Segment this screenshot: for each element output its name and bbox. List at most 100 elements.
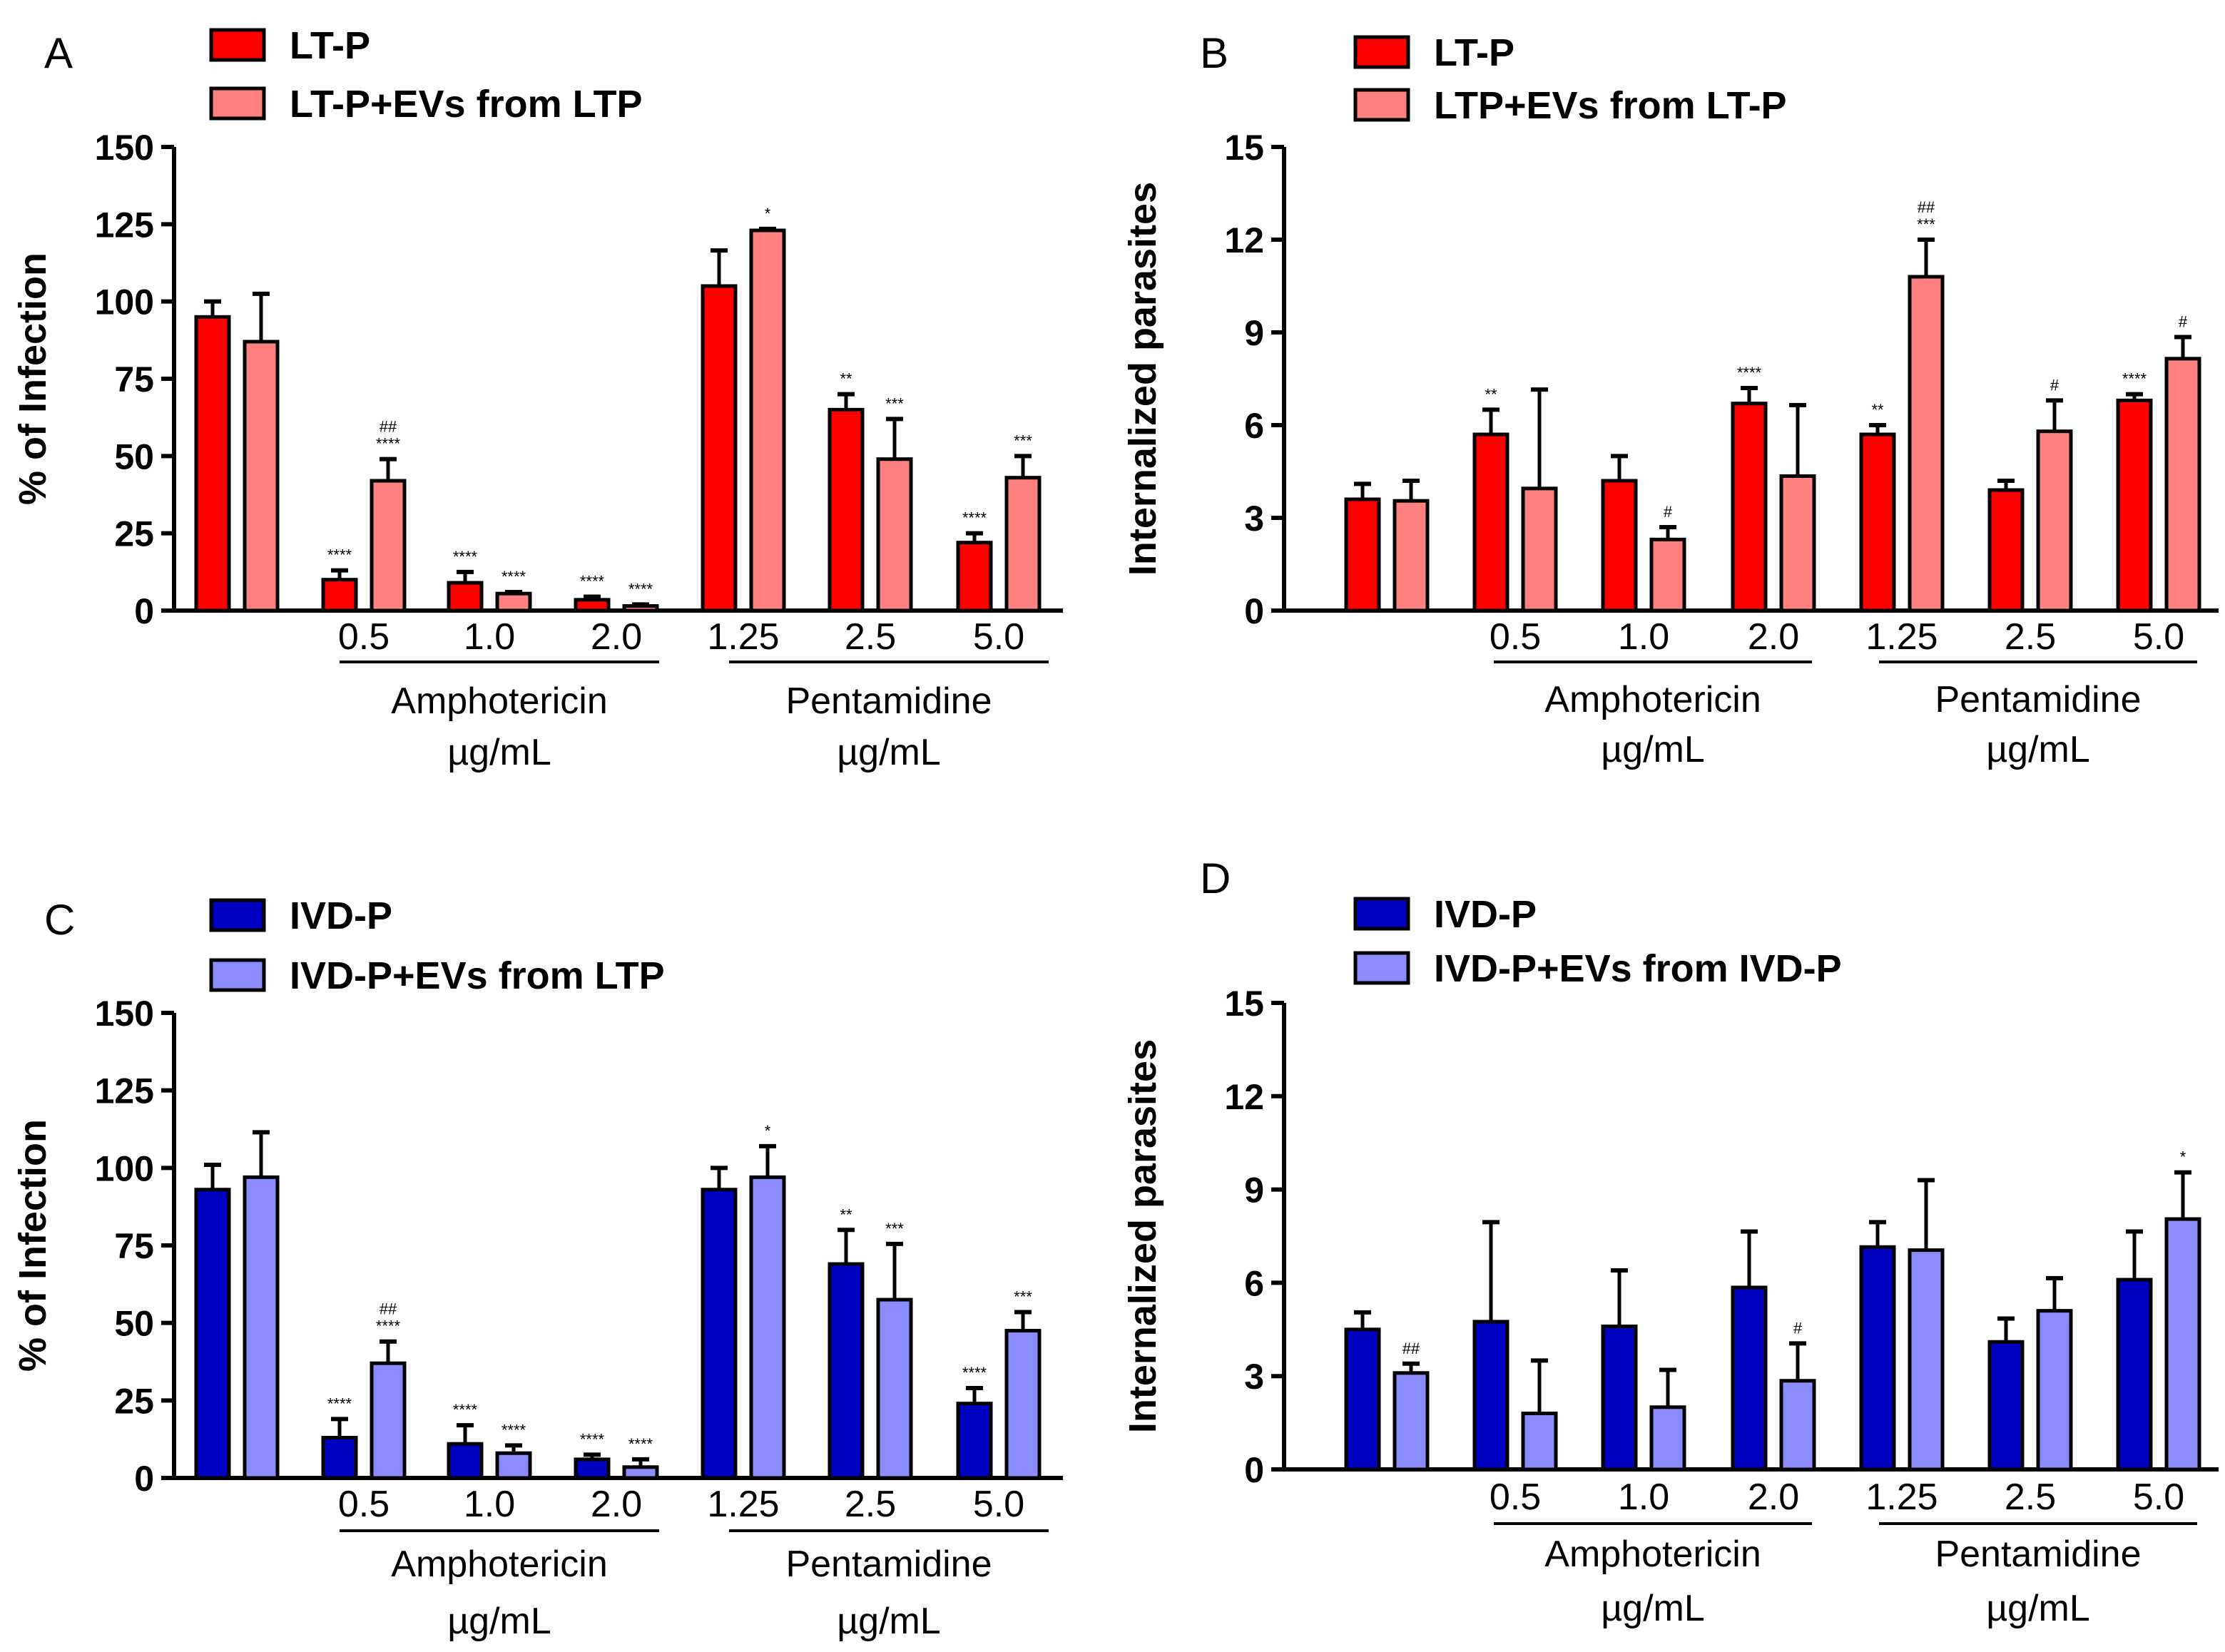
y-tick-label: 3 [1244,1357,1264,1397]
group-label: Pentamidine [1935,679,2141,720]
x-category-label: 2.5 [845,1484,896,1525]
bar [1004,476,1042,613]
x-category-label: 1.25 [1865,1477,1938,1518]
bar [1779,474,1816,613]
significance-label: **** [628,1435,653,1453]
x-category-label: 1.0 [464,616,515,658]
group-label: Pentamidine [785,680,992,722]
bar [243,340,280,613]
group-unit-label: µg/mL [837,1601,941,1642]
bar [1344,1327,1381,1472]
panel-letter: A [44,29,73,77]
significance-label: **** [501,568,526,586]
chart-panel-d: D IVD-P IVD-P+EVs from IVD-P 0 3 6 9 12 15 Intern… [1121,855,2219,1629]
bar [1731,402,1768,613]
bar [956,541,993,613]
y-tick-label: 50 [114,437,154,476]
group-unit-label: µg/mL [837,732,941,773]
bar [194,315,231,613]
significance-label: # [2050,376,2059,394]
x-category-label: 0.5 [338,1484,389,1525]
significance-label: **** [501,1421,526,1439]
y-tick-label: 125 [95,1071,154,1111]
bar [2164,1217,2201,1472]
bar [495,1451,532,1480]
group-label: Amphotericin [1544,679,1761,720]
significance-label: **** [453,1401,478,1419]
group-unit-label: µg/mL [447,732,551,773]
bar [876,1297,913,1480]
bar [749,228,786,613]
significance-label: **** [580,573,605,591]
y-axis-label: % of Infection [11,1119,54,1372]
x-category-label: 2.0 [591,1484,642,1525]
bar [1392,1371,1430,1472]
y-tick-label: 0 [134,591,154,631]
x-category-label: 1.25 [1865,616,1938,658]
bar [1731,1285,1768,1472]
group-label: Pentamidine [1935,1534,2141,1575]
x-category-label: 2.5 [845,616,896,658]
y-tick-label: 15 [1224,984,1264,1024]
significance-label: *** [885,1220,904,1238]
bar [2116,1278,2153,1472]
significance-label: ** [840,370,852,388]
x-category-label: 2.5 [2005,616,2056,658]
bar [447,1442,484,1480]
significance-label: *** [1014,432,1032,449]
bar [574,598,611,613]
bar [1521,1412,1558,1472]
significance-label: **** [580,1430,605,1448]
x-category-label: 2.0 [1748,616,1799,658]
panel-letter: D [1200,855,1231,902]
significance-label: **** [327,1394,352,1412]
significance-label: * [765,205,771,223]
legend-label: IVD-P+EVs from LTP [290,954,665,997]
legend-label: LT-P [1434,31,1514,74]
significance-label: **** [376,435,401,453]
bar [1859,1245,1896,1472]
group-label: Amphotericin [391,1544,607,1585]
chart-panel-b: B LT-P LTP+EVs from LT-P 0 3 6 9 12 15 Internaliz… [1121,29,2219,770]
y-tick-label: 50 [114,1304,154,1344]
significance-label: **** [962,509,987,527]
bar [1004,1329,1042,1480]
legend-label: LTP+EVs from LT-P [1434,84,1787,127]
significance-label: **** [453,548,478,566]
group-label: Pentamidine [785,1544,992,1585]
bar [194,1188,231,1480]
legend-swatch [1353,897,1410,931]
bar [1601,1324,1638,1472]
y-tick-label: 150 [95,994,154,1034]
x-category-label: 2.0 [1748,1477,1799,1518]
bar [574,1457,611,1480]
y-tick-label: 9 [1244,1171,1264,1210]
panel-letter: C [44,896,75,944]
bar [1987,1340,2025,1472]
group-unit-label: µg/mL [1986,729,2090,770]
y-tick-label: 0 [134,1459,154,1499]
bar [243,1175,280,1480]
y-tick-label: 6 [1244,406,1264,446]
y-tick-label: 75 [114,1226,154,1266]
bar [1649,537,1686,613]
y-tick-label: 100 [95,1148,154,1188]
significance-label: *** [1917,215,1935,233]
legend-swatch [209,28,266,62]
bar [622,1465,659,1480]
significance-label: **** [2122,370,2147,388]
group-unit-label: µg/mL [447,1601,551,1642]
x-category-label: 0.5 [1490,1477,1541,1518]
y-tick-label: 3 [1244,499,1264,539]
bar [956,1402,993,1480]
y-tick-label: 12 [1224,220,1264,260]
y-tick-label: 75 [114,360,154,399]
chart-panel-c: C IVD-P IVD-P+EVs from LTP 0 25 50 75 100 125 150… [11,894,1063,1642]
legend-label: LT-P [290,24,370,67]
y-tick-label: 125 [95,205,154,245]
bar [321,1435,358,1480]
bar [447,581,484,613]
y-axis-label: Internalized parasites [1121,1039,1164,1433]
x-category-label: 0.5 [338,616,389,658]
